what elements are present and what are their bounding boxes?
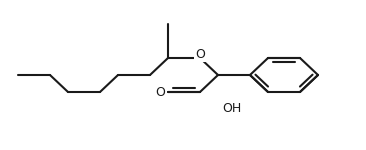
- Text: O: O: [195, 48, 205, 61]
- Text: OH: OH: [222, 102, 241, 114]
- Text: O: O: [155, 85, 165, 99]
